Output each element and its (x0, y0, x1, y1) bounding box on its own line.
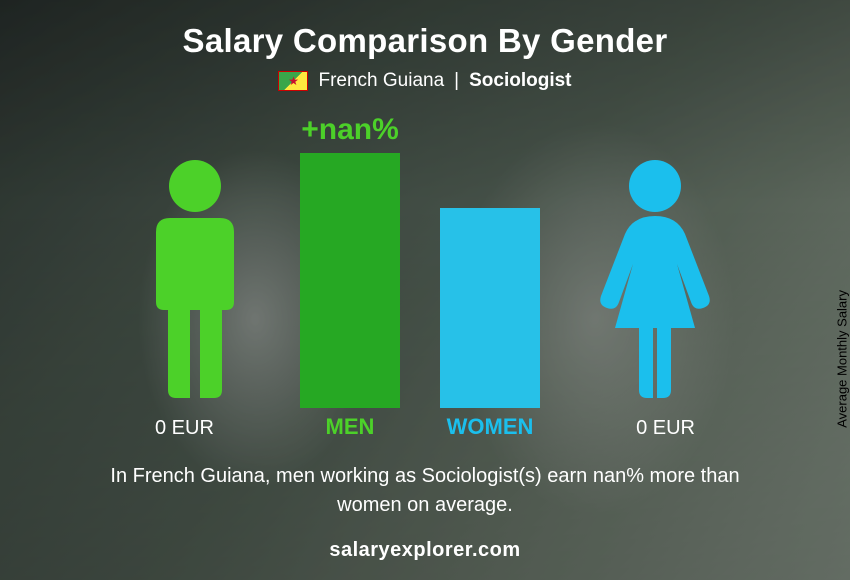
gender-salary-chart: +nan% MEN WOMEN 0 EUR 0 EUR (120, 110, 730, 440)
page-title: Salary Comparison By Gender (30, 22, 820, 60)
women-bar: WOMEN (440, 208, 540, 408)
men-salary-value: 0 EUR (155, 417, 214, 440)
women-label: WOMEN (430, 414, 550, 440)
content-container: Salary Comparison By Gender French Guian… (0, 0, 850, 580)
woman-icon (595, 158, 715, 408)
man-head (169, 160, 221, 212)
woman-head (629, 160, 681, 212)
men-bar: +nan% MEN (300, 153, 400, 408)
flag-icon (278, 71, 308, 91)
man-body (156, 218, 234, 398)
subtitle-row: French Guiana | Sociologist (30, 70, 820, 92)
separator: | (454, 70, 459, 92)
women-salary-value: 0 EUR (636, 417, 695, 440)
diff-label: +nan% (250, 113, 450, 147)
man-icon (135, 158, 255, 408)
y-axis-label: Average Monthly Salary (835, 290, 850, 428)
country-name: French Guiana (318, 70, 444, 92)
caption-text: In French Guiana, men working as Sociolo… (30, 462, 820, 520)
footer-source: salaryexplorer.com (0, 539, 850, 562)
job-title: Sociologist (469, 70, 571, 92)
woman-body (600, 216, 710, 398)
men-label: MEN (290, 414, 410, 440)
